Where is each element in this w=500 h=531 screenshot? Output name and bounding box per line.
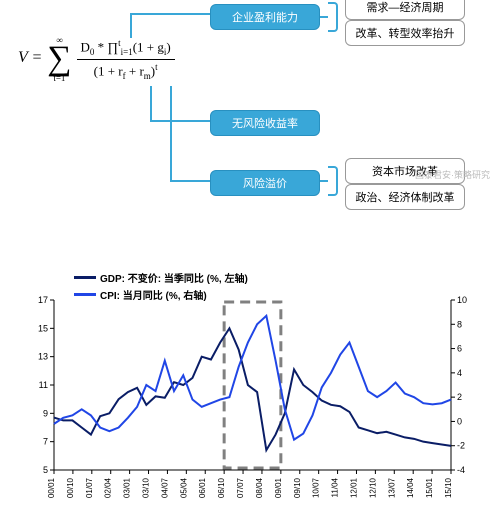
connector <box>130 13 210 15</box>
fraction-denominator: (1 + rf + rm)t <box>77 60 175 81</box>
box-polreform: 政治、经济体制改革 <box>345 184 465 210</box>
gdp-cpi-chart: GDP: 不变价: 当季同比 (%, 左轴) CPI: 当月同比 (%, 右轴)… <box>24 270 479 520</box>
connector <box>320 16 328 18</box>
sigma-symbol: ∑ <box>47 45 71 73</box>
box-riskpremium: 风险溢价 <box>210 170 320 196</box>
box-demand: 需求—经济周期 <box>345 0 465 20</box>
svg-text:01/07: 01/07 <box>85 477 94 498</box>
svg-text:06/01: 06/01 <box>198 477 207 498</box>
svg-text:04/07: 04/07 <box>160 477 169 498</box>
connector <box>130 13 132 38</box>
svg-text:09/01: 09/01 <box>274 477 283 498</box>
bracket <box>328 2 338 32</box>
formula-lhs: V = <box>18 49 42 66</box>
svg-text:11/04: 11/04 <box>331 477 340 497</box>
svg-text:9: 9 <box>43 408 48 418</box>
svg-text:10/07: 10/07 <box>312 477 321 498</box>
svg-text:13: 13 <box>38 352 48 362</box>
svg-text:-4: -4 <box>457 465 465 475</box>
svg-text:14/04: 14/04 <box>406 477 415 498</box>
svg-text:13/07: 13/07 <box>387 477 396 498</box>
svg-text:12/10: 12/10 <box>368 477 377 498</box>
connector <box>170 180 210 182</box>
svg-text:-2: -2 <box>457 441 465 451</box>
svg-text:4: 4 <box>457 368 462 378</box>
svg-text:5: 5 <box>43 465 48 475</box>
svg-text:02/04: 02/04 <box>104 477 113 498</box>
connector <box>150 86 152 121</box>
svg-text:2: 2 <box>457 392 462 402</box>
line-chart-svg: 5 7 9 11 13 15 17 -4 -2 0 2 4 6 8 10 00/01 00/10 01/07 02/… <box>24 270 479 515</box>
bracket <box>328 166 338 196</box>
svg-text:15: 15 <box>38 323 48 333</box>
svg-text:6: 6 <box>457 344 462 354</box>
svg-text:0: 0 <box>457 416 462 426</box>
fraction-numerator: D0 * ∏ti=1(1 + gi) <box>77 38 175 60</box>
box-reform: 改革、转型效率抬升 <box>345 20 465 46</box>
svg-text:09/10: 09/10 <box>293 477 302 498</box>
svg-text:17: 17 <box>38 295 48 305</box>
svg-text:06/10: 06/10 <box>217 477 226 498</box>
box-riskfree: 无风险收益率 <box>210 110 320 136</box>
svg-text:03/10: 03/10 <box>142 477 151 498</box>
svg-text:11: 11 <box>39 380 48 390</box>
svg-text:7: 7 <box>43 437 48 447</box>
svg-text:08/04: 08/04 <box>255 477 264 498</box>
svg-text:10: 10 <box>457 295 467 305</box>
svg-text:00/10: 00/10 <box>66 477 75 498</box>
svg-text:05/04: 05/04 <box>179 477 188 498</box>
watermark: 国泰君安·策略研究 <box>415 168 490 181</box>
svg-text:15/10: 15/10 <box>444 477 453 498</box>
connector <box>170 86 172 181</box>
svg-text:00/01: 00/01 <box>47 477 56 498</box>
svg-text:15/01: 15/01 <box>425 477 434 498</box>
svg-text:03/01: 03/01 <box>123 477 132 498</box>
connector <box>320 180 328 182</box>
connector <box>150 120 210 122</box>
valuation-diagram: V = ∞ ∑ t=1 D0 * ∏ti=1(1 + gi) (1 + rf +… <box>0 0 500 260</box>
svg-text:8: 8 <box>457 319 462 329</box>
box-profit: 企业盈利能力 <box>210 4 320 30</box>
valuation-formula: V = ∞ ∑ t=1 D0 * ∏ti=1(1 + gi) (1 + rf +… <box>18 35 175 83</box>
svg-text:07/07: 07/07 <box>236 477 245 498</box>
svg-text:12/01: 12/01 <box>349 477 358 498</box>
